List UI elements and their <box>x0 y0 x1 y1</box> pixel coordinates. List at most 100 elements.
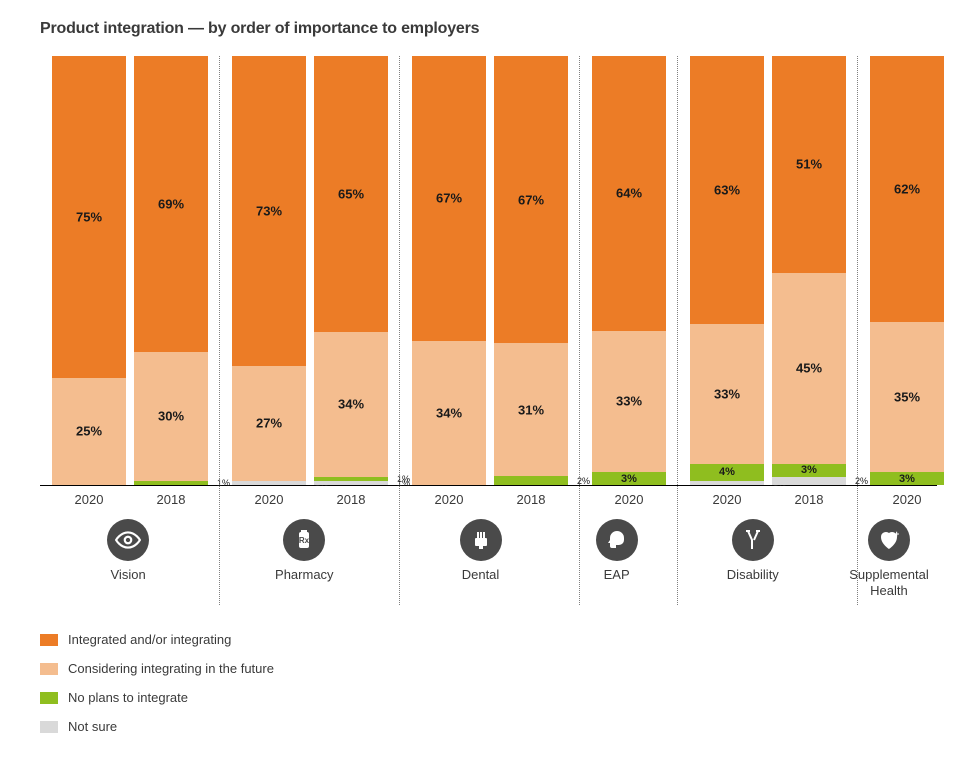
stacked-bar: 25% 75% <box>52 56 126 485</box>
bar-segment-notsure: 1% <box>314 481 388 485</box>
legend-item: Considering integrating in the future <box>40 661 937 676</box>
bar-segment-considering: 30% <box>134 352 208 481</box>
legend-label: Integrated and/or integrating <box>68 632 231 647</box>
stacked-bar: 1%1% 34% 65% <box>314 56 388 485</box>
stacked-bar: 3% 35% 62% <box>870 56 944 485</box>
bar-segment-label: 63% <box>714 182 740 197</box>
bar-segment-integrated: 73% <box>232 56 306 366</box>
bar-segment-label: 34% <box>436 405 462 420</box>
bar-segment-noplans: 3% <box>592 472 666 485</box>
legend-item: No plans to integrate <box>40 690 937 705</box>
bar-group: 3% 35% 62% <box>858 56 956 485</box>
bar-segment-label: 33% <box>616 394 642 409</box>
stacked-bar: 2%3% 45% 51% <box>772 56 846 485</box>
bar-segment-integrated: 69% <box>134 56 208 352</box>
x-axis-year: 2020 <box>52 492 126 507</box>
bar-segment-integrated: 67% <box>494 56 568 343</box>
chart-plot-area: 25%75%1%30%69%1%27%73%1%1%34%65%34%67%2%… <box>40 56 937 486</box>
category-label: EAP <box>604 567 630 583</box>
chart-title: Product integration — by order of import… <box>40 20 937 38</box>
x-axis-year: 2020 <box>592 492 666 507</box>
x-axis-year: 2020 <box>870 492 944 507</box>
stacked-bar: 2% 31% 67% <box>494 56 568 485</box>
bar-segment-label: 4% <box>719 466 735 478</box>
bar-segment-integrated: 65% <box>314 56 388 332</box>
legend: Integrated and/or integrating Considering… <box>40 632 937 734</box>
bar-segment-label: 73% <box>256 204 282 219</box>
svg-text:Rx: Rx <box>299 536 310 545</box>
category-label: Supplemental Health <box>849 567 929 598</box>
bar-segment-label: 67% <box>436 191 462 206</box>
x-axis-year: 2018 <box>134 492 208 507</box>
bar-segment-integrated: 67% <box>412 56 486 341</box>
bar-segment-integrated: 63% <box>690 56 764 324</box>
bar-segment-considering: 34% <box>314 332 388 476</box>
bar-group: 25% 75% 1% 30% 69% <box>40 56 220 485</box>
legend-label: Considering integrating in the future <box>68 661 274 676</box>
bar-segment-considering: 35% <box>870 322 944 472</box>
bar-segment-noplans: 1% <box>134 481 208 485</box>
bar-segment-label: 3% <box>801 464 817 476</box>
bar-segment-integrated: 64% <box>592 56 666 331</box>
bar-segment-label: 51% <box>796 157 822 172</box>
x-axis-year: 2020 <box>232 492 306 507</box>
bar-segment-noplans: 2% <box>494 476 568 485</box>
bar-group: 1%4%33%63%2%3%45%51% <box>678 56 858 485</box>
bar-segment-integrated: 75% <box>52 56 126 378</box>
category-label: Vision <box>111 567 146 583</box>
bar-segment-notsure: 1% <box>232 481 306 485</box>
bar-segment-label: 31% <box>518 402 544 417</box>
legend-swatch <box>40 634 58 646</box>
bar-segment-considering: 33% <box>592 331 666 473</box>
category-row: Vision Rx Pharmacy Dental EAP Disability + Supp… <box>40 519 937 598</box>
svg-text:+: + <box>894 529 899 539</box>
bar-segment-label: 34% <box>338 397 364 412</box>
bar-segment-considering: 27% <box>232 366 306 481</box>
category-label: Disability <box>727 567 779 583</box>
stacked-bar: 1% 27% 73% <box>232 56 306 485</box>
legend-label: No plans to integrate <box>68 690 188 705</box>
category-label: Pharmacy <box>275 567 334 583</box>
bar-group: 34% 67% 2% 31% 67% <box>400 56 580 485</box>
stacked-bar: 1%4%33%63% <box>690 56 764 485</box>
bar-segment-considering: 33% <box>690 324 764 464</box>
x-axis-year: 2018 <box>772 492 846 507</box>
bar-segment-integrated: 62% <box>870 56 944 322</box>
bar-segment-label: 30% <box>158 409 184 424</box>
stacked-bar: 34% 67% <box>412 56 486 485</box>
legend-swatch <box>40 721 58 733</box>
bar-group: 3% 33% 64% <box>580 56 678 485</box>
bar-segment-noplans: 3% <box>772 464 846 477</box>
bar-group: 1%27%73%1%1%34%65% <box>220 56 400 485</box>
bar-segment-considering: 45% <box>772 273 846 464</box>
legend-swatch <box>40 692 58 704</box>
stacked-bar: 1% 30% 69% <box>134 56 208 485</box>
bar-segment-considering: 34% <box>412 341 486 485</box>
bar-segment-label: 33% <box>714 386 740 401</box>
eye-icon <box>107 519 149 561</box>
x-axis-year: 2018 <box>494 492 568 507</box>
heart-icon: + <box>868 519 910 561</box>
bar-segment-label: 69% <box>158 197 184 212</box>
bar-segment-label: 67% <box>518 192 544 207</box>
bar-segment-label: 27% <box>256 416 282 431</box>
bar-segment-integrated: 51% <box>772 56 846 273</box>
bar-segment-label: 64% <box>616 186 642 201</box>
x-axis-year: 2018 <box>314 492 388 507</box>
legend-item: Integrated and/or integrating <box>40 632 937 647</box>
bar-segment-label: 45% <box>796 361 822 376</box>
bar-segment-label: 25% <box>76 424 102 439</box>
bar-segment-considering: 25% <box>52 378 126 485</box>
bar-segment-label: 35% <box>894 390 920 405</box>
bar-segment-label: 62% <box>894 181 920 196</box>
legend-label: Not sure <box>68 719 117 734</box>
rx-icon: Rx <box>283 519 325 561</box>
bar-segment-notsure: 2% <box>772 477 846 485</box>
bar-segment-label: 75% <box>76 209 102 224</box>
category-label: Dental <box>462 567 500 583</box>
bar-segment-noplans: 1% <box>314 477 388 481</box>
stacked-bar: 3% 33% 64% <box>592 56 666 485</box>
bar-segment-noplans: 3% <box>870 472 944 485</box>
bar-segment-considering: 31% <box>494 343 568 476</box>
bar-segment-noplans: 4% <box>690 464 764 481</box>
